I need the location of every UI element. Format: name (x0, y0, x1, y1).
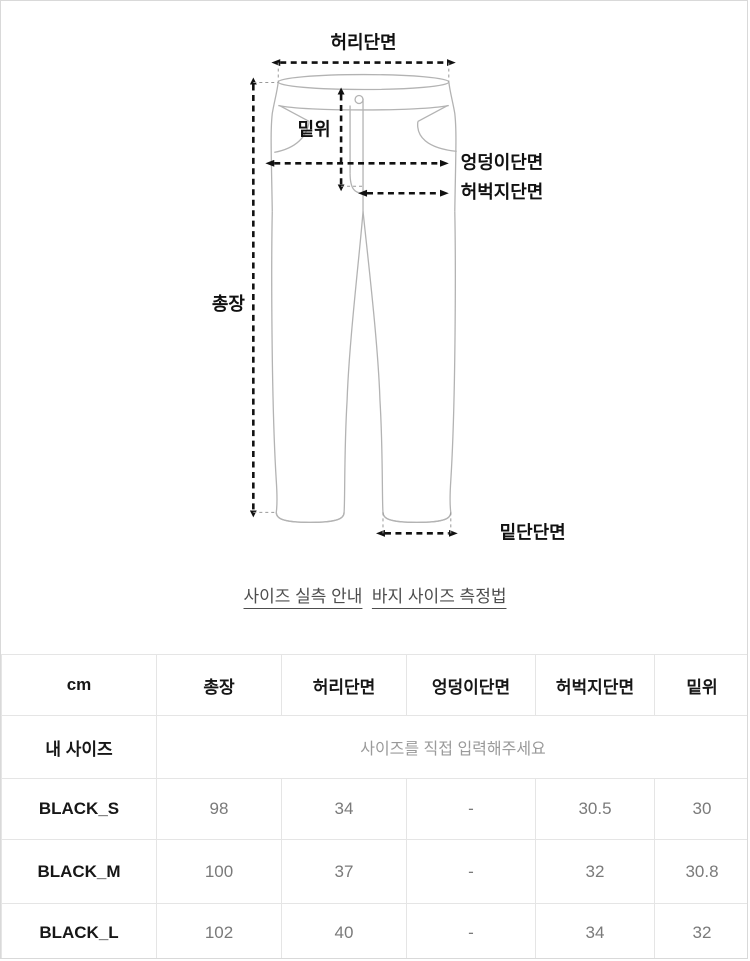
svg-text:총장: 총장 (212, 294, 246, 314)
svg-text:엉덩이단면: 엉덩이단면 (461, 152, 544, 172)
svg-text:허벅지단면: 허벅지단면 (461, 182, 544, 202)
svg-text:밑단단면: 밑단단면 (500, 522, 566, 542)
svg-text:밑위: 밑위 (298, 119, 331, 139)
svg-text:허리단면: 허리단면 (331, 33, 397, 53)
